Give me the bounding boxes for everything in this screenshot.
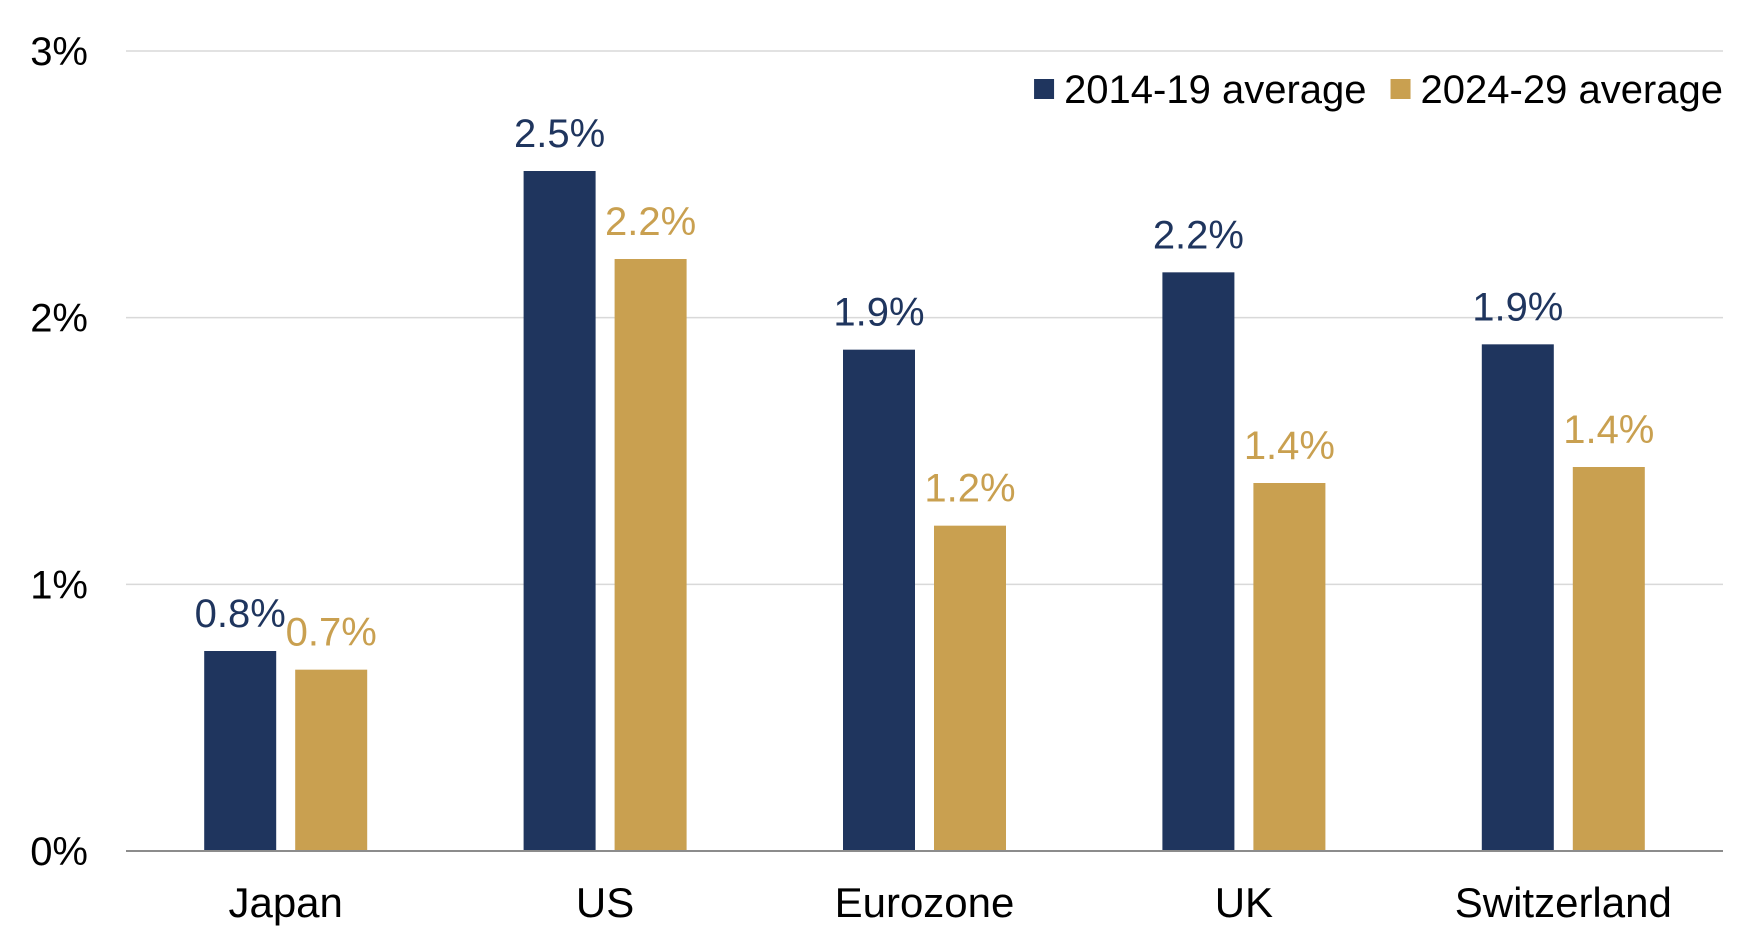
data-label: 2.2% <box>1153 213 1244 257</box>
legend-label: 2024-29 average <box>1421 68 1723 112</box>
legend-swatch <box>1034 79 1055 99</box>
bar-switzerland-series-1 <box>1481 344 1554 851</box>
legend: 2024-29 average 2014-19 average <box>1034 68 1723 112</box>
bar-uk-series-2 <box>1253 483 1326 851</box>
legend-swatch <box>1390 79 1411 99</box>
y-tick-label: 0% <box>30 830 88 874</box>
bar-uk-series-1 <box>1162 272 1235 851</box>
data-labels: 0.8% 0.7%2.5%2.2%1.9%1.2%2.2%1.4%1.9%1.4% <box>195 112 1655 655</box>
bar-switzerland-series-2 <box>1572 467 1645 851</box>
y-tick-label: 3% <box>30 30 88 74</box>
x-category-label: Switzerland <box>1455 879 1672 926</box>
data-label: 0.8% <box>195 592 286 636</box>
data-label: 2.2% <box>605 200 696 244</box>
data-label: 1.4% <box>1563 408 1654 452</box>
x-category-label: UK <box>1215 879 1273 926</box>
y-tick-label: 2% <box>30 297 88 341</box>
data-label: 1.9% <box>1472 285 1563 329</box>
legend-label: 2014-19 average <box>1064 68 1366 112</box>
bars <box>204 171 1645 851</box>
x-axis-categories: Japan US Eurozone UK Switzerland <box>228 879 1671 926</box>
bar-us-series-2 <box>614 259 687 851</box>
x-category-label: Eurozone <box>835 879 1015 926</box>
bar-eurozone-series-2 <box>934 525 1006 851</box>
gridlines <box>126 50 1723 586</box>
x-category-label: US <box>576 879 634 926</box>
data-label: 1.2% <box>924 467 1015 511</box>
x-category-label: Japan <box>228 879 342 926</box>
bar-japan-series-2 <box>295 669 368 851</box>
bar-japan-series-1 <box>204 651 277 851</box>
y-tick-label: 1% <box>30 563 88 607</box>
bar-us-series-1 <box>523 171 596 851</box>
data-label: 2.5% <box>514 112 605 156</box>
data-label: 1.4% <box>1244 424 1335 468</box>
data-label: 1.9% <box>833 291 924 335</box>
y-axis-ticks: 0% 1% 2% 3% <box>30 30 88 874</box>
bar-eurozone-series-1 <box>843 349 915 851</box>
data-label: 0.7% <box>286 611 377 655</box>
